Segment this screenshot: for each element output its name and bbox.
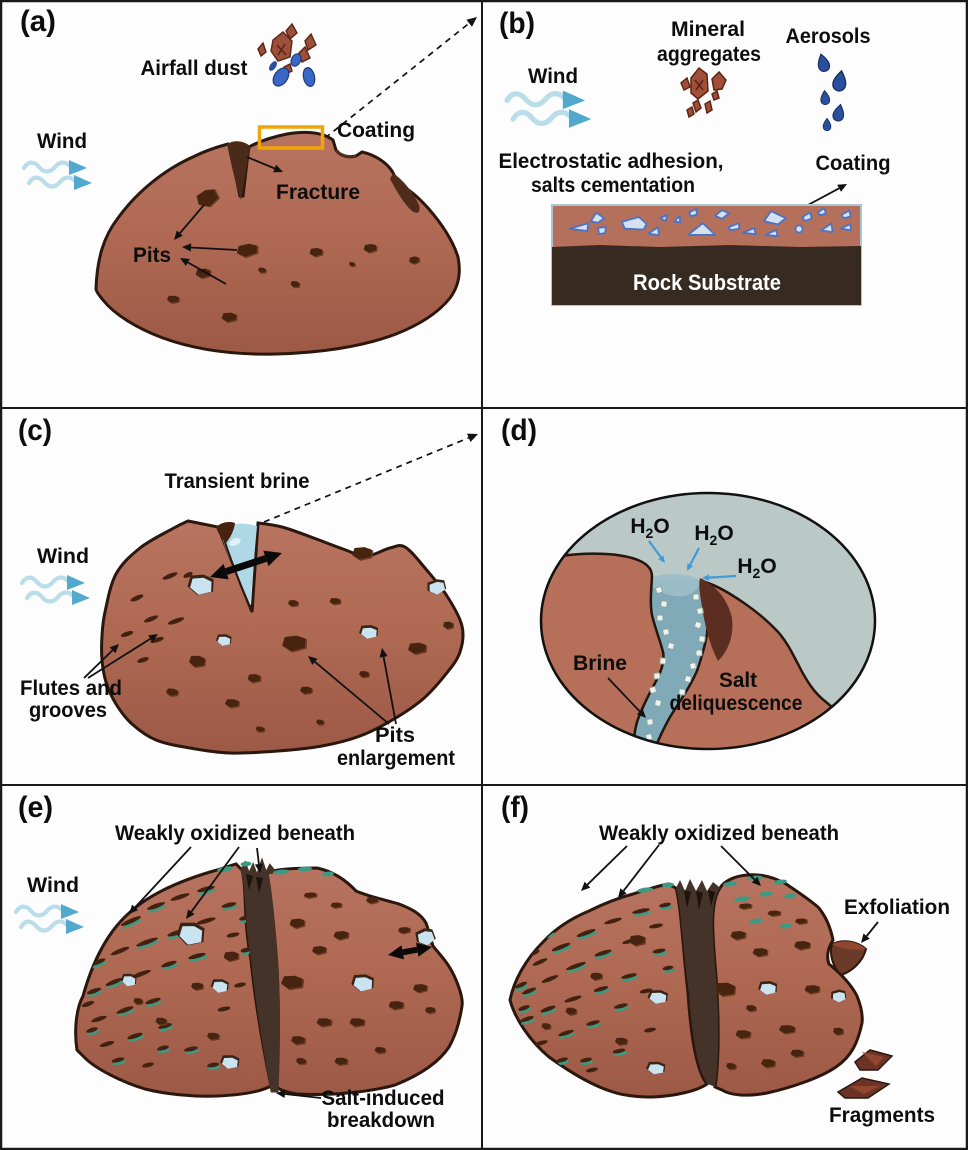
svg-text:H2O: H2O — [630, 515, 669, 541]
svg-text:breakdown: breakdown — [327, 1109, 435, 1132]
svg-text:Weakly oxidized beneath: Weakly oxidized beneath — [115, 822, 355, 845]
svg-text:(c): (c) — [18, 414, 52, 447]
svg-text:Wind: Wind — [27, 874, 79, 897]
svg-text:Fracture: Fracture — [276, 181, 360, 204]
svg-text:(f): (f) — [501, 791, 529, 824]
svg-text:Airfall dust: Airfall dust — [141, 57, 248, 80]
svg-text:Rock Substrate: Rock Substrate — [633, 270, 781, 295]
svg-text:Fragments: Fragments — [829, 1104, 935, 1127]
svg-text:salts cementation: salts cementation — [531, 174, 695, 197]
svg-text:Electrostatic adhesion,: Electrostatic adhesion, — [499, 150, 724, 173]
svg-text:aggregates: aggregates — [657, 43, 761, 66]
svg-text:Aerosols: Aerosols — [786, 25, 871, 48]
svg-text:grooves: grooves — [29, 699, 107, 722]
svg-text:Pits: Pits — [375, 724, 415, 747]
svg-text:Pits: Pits — [133, 244, 171, 267]
svg-text:(e): (e) — [18, 791, 53, 824]
svg-text:deliquescence: deliquescence — [670, 692, 803, 715]
svg-text:enlargement: enlargement — [337, 747, 455, 770]
svg-text:Wind: Wind — [528, 65, 578, 88]
svg-text:Exfoliation: Exfoliation — [844, 896, 950, 919]
svg-text:Salt-induced: Salt-induced — [322, 1087, 445, 1110]
svg-text:Mineral: Mineral — [671, 18, 745, 41]
svg-text:H2O: H2O — [694, 522, 733, 548]
svg-text:Weakly oxidized beneath: Weakly oxidized beneath — [599, 822, 839, 845]
svg-text:(b): (b) — [499, 7, 535, 40]
svg-text:Wind: Wind — [37, 545, 89, 568]
svg-text:Coating: Coating — [337, 119, 415, 142]
svg-text:Salt: Salt — [719, 669, 757, 692]
svg-text:(a): (a) — [20, 5, 56, 38]
svg-text:Brine: Brine — [573, 652, 627, 675]
svg-text:Flutes and: Flutes and — [20, 677, 122, 700]
svg-text:Coating: Coating — [816, 152, 891, 175]
svg-text:Wind: Wind — [37, 130, 87, 153]
svg-text:Transient brine: Transient brine — [165, 470, 310, 493]
svg-text:(d): (d) — [501, 414, 537, 447]
